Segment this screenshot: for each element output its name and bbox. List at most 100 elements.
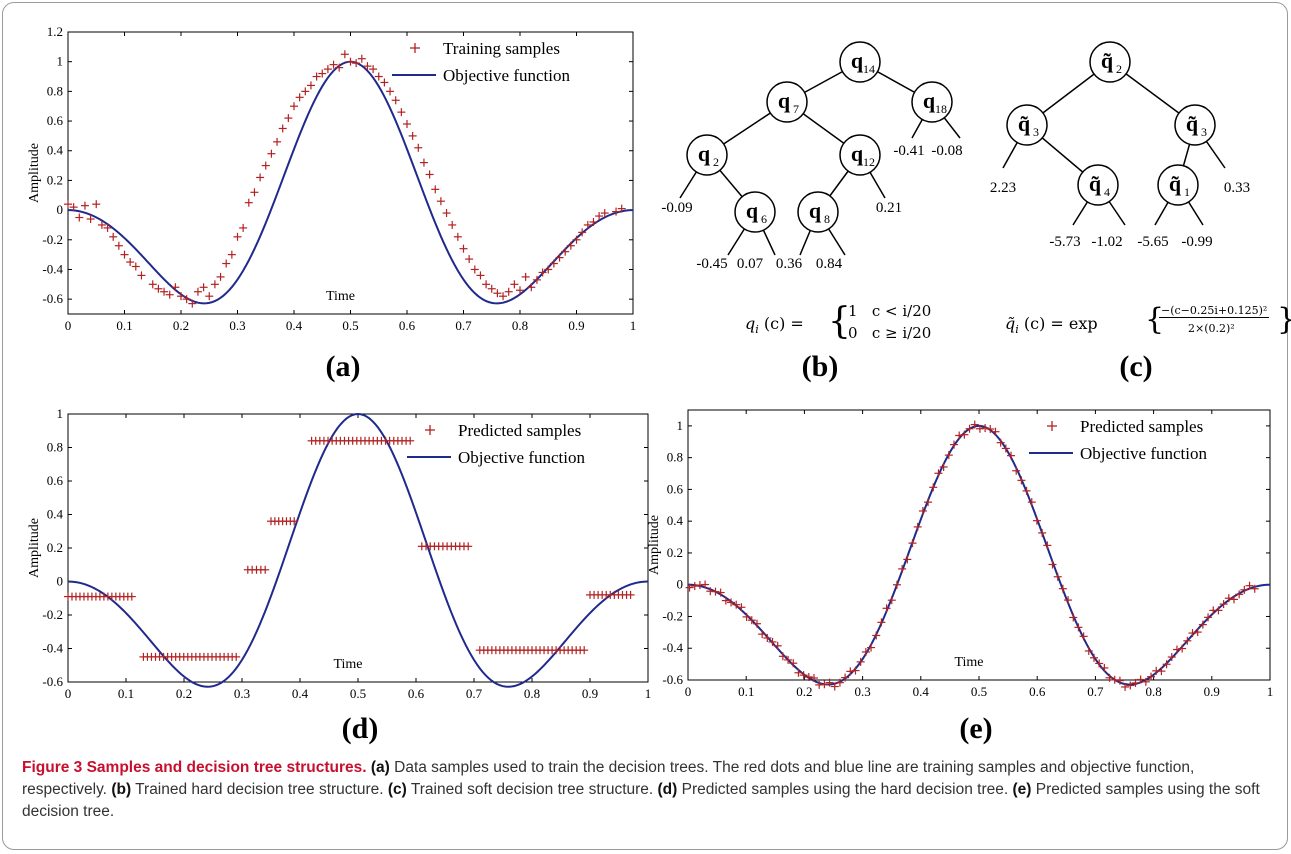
x-tick-label: 0.5	[350, 686, 366, 701]
sample-point	[232, 652, 241, 661]
sample-point	[773, 641, 782, 650]
sample-point	[1214, 606, 1223, 615]
caption-ref-d: (d)	[657, 781, 678, 798]
x-tick-label: 0.6	[408, 686, 425, 701]
legend-marker	[425, 425, 435, 435]
sample-point	[188, 299, 197, 308]
tree-leaf-value: 0.84	[816, 256, 843, 272]
formula-b-brace: {	[828, 301, 851, 342]
y-tick-label: -0.2	[42, 607, 63, 622]
tree-node: q̃ 3	[1006, 104, 1048, 146]
y-tick-label: -0.6	[662, 672, 683, 687]
sample-point	[75, 213, 84, 222]
sample-point	[216, 272, 225, 281]
sample-point	[555, 253, 564, 262]
svg-text:2: 2	[713, 155, 719, 169]
sample-point	[583, 220, 592, 229]
svg-text:2: 2	[1116, 62, 1122, 76]
y-axis-label: Amplitude	[647, 515, 662, 575]
y-tick-label: 0.4	[667, 513, 684, 528]
formula-b-case2: 0 c ≥ i/20	[848, 324, 932, 342]
x-tick-label: 0.3	[229, 318, 245, 333]
y-tick-label: 0	[57, 202, 64, 217]
sample-point	[323, 65, 332, 74]
sample-point	[199, 283, 208, 292]
sample-point	[476, 271, 485, 280]
sample-point	[127, 592, 136, 601]
y-axis-label: Amplitude	[27, 143, 42, 203]
sample-point	[965, 424, 974, 433]
sample-point	[261, 161, 270, 170]
y-tick-label: 1	[677, 418, 684, 433]
sample-point	[835, 678, 844, 687]
y-tick-label: -0.2	[662, 608, 683, 623]
sample-point	[290, 102, 298, 111]
legend-label: Objective function	[1080, 444, 1207, 463]
sample-point	[1110, 675, 1119, 684]
sample-point	[1157, 667, 1166, 676]
sample-point	[578, 228, 587, 237]
sample-point	[160, 287, 169, 296]
legend-label: Predicted samples	[1080, 417, 1203, 436]
x-tick-label: 0.3	[234, 686, 250, 701]
svg-text:q̃: q̃	[1089, 171, 1102, 196]
sample-point	[566, 241, 575, 250]
sample-point	[595, 212, 604, 221]
tree-node: q̃ 2	[1089, 41, 1131, 83]
legend-label: Predicted samples	[458, 421, 581, 440]
tree-leaf-value: 0.36	[776, 256, 803, 272]
legend-marker	[1047, 421, 1057, 431]
y-tick-label: -0.4	[42, 261, 63, 276]
x-tick-label: 0.2	[173, 318, 189, 333]
sample-point	[442, 209, 451, 218]
sample-point	[516, 286, 524, 295]
caption-ref-a: (a)	[370, 759, 390, 776]
caption-text-e: Predicted samples using the soft decisio…	[22, 781, 1260, 820]
caption-text-b: Trained hard decision tree structure.	[131, 781, 388, 798]
figure-caption: Figure 3 Samples and decision tree struc…	[22, 757, 1272, 823]
sample-point	[1167, 653, 1176, 662]
sample-point	[580, 646, 589, 655]
sample-point	[261, 565, 270, 574]
formula-c-brace-close: }	[1277, 302, 1291, 337]
sample-point	[419, 158, 428, 167]
sample-point	[1084, 646, 1093, 655]
x-tick-label: 1	[645, 686, 652, 701]
sample-point	[908, 539, 917, 548]
formula-b-lhs: q	[745, 314, 756, 333]
y-tick-label: 1.2	[47, 24, 63, 39]
sample-point	[1064, 596, 1073, 605]
tree-leaf-value: 0.07	[737, 256, 764, 272]
caption-text-a: Data samples used to train the decision …	[22, 759, 1195, 798]
sample-point	[273, 137, 282, 146]
sample-point	[768, 637, 777, 646]
sample-point	[210, 280, 219, 289]
sample-point	[716, 588, 725, 597]
tree-b: q 14q 7 q 18q 2 q 12q 6 q 8-0.09-0.45 0.07 0.36 0.840…	[661, 41, 963, 272]
sample-point	[929, 483, 938, 492]
sample-point	[193, 287, 202, 296]
sample-point	[482, 280, 491, 289]
sample-point	[1001, 444, 1010, 453]
tree-leaf-value: 0.33	[1224, 180, 1250, 196]
sample-point	[851, 666, 860, 675]
sample-point	[436, 197, 445, 206]
y-tick-label: 0.4	[47, 143, 64, 158]
sample-point	[1224, 594, 1233, 603]
sample-point	[742, 612, 751, 621]
y-axis-label: Amplitude	[27, 518, 42, 578]
x-tick-label: 0	[65, 318, 72, 333]
sample-point	[386, 87, 395, 96]
sample-point	[278, 124, 287, 133]
sample-point	[1038, 528, 1047, 537]
formula-b-arg: (c) =	[763, 314, 804, 333]
sample-point	[1043, 541, 1052, 550]
sample-point	[532, 275, 541, 284]
sample-point	[527, 283, 536, 292]
sample-point	[250, 188, 259, 197]
sample-point	[425, 170, 434, 179]
sample-point	[448, 220, 457, 229]
sample-point	[544, 265, 553, 274]
sample-point	[1147, 672, 1156, 681]
